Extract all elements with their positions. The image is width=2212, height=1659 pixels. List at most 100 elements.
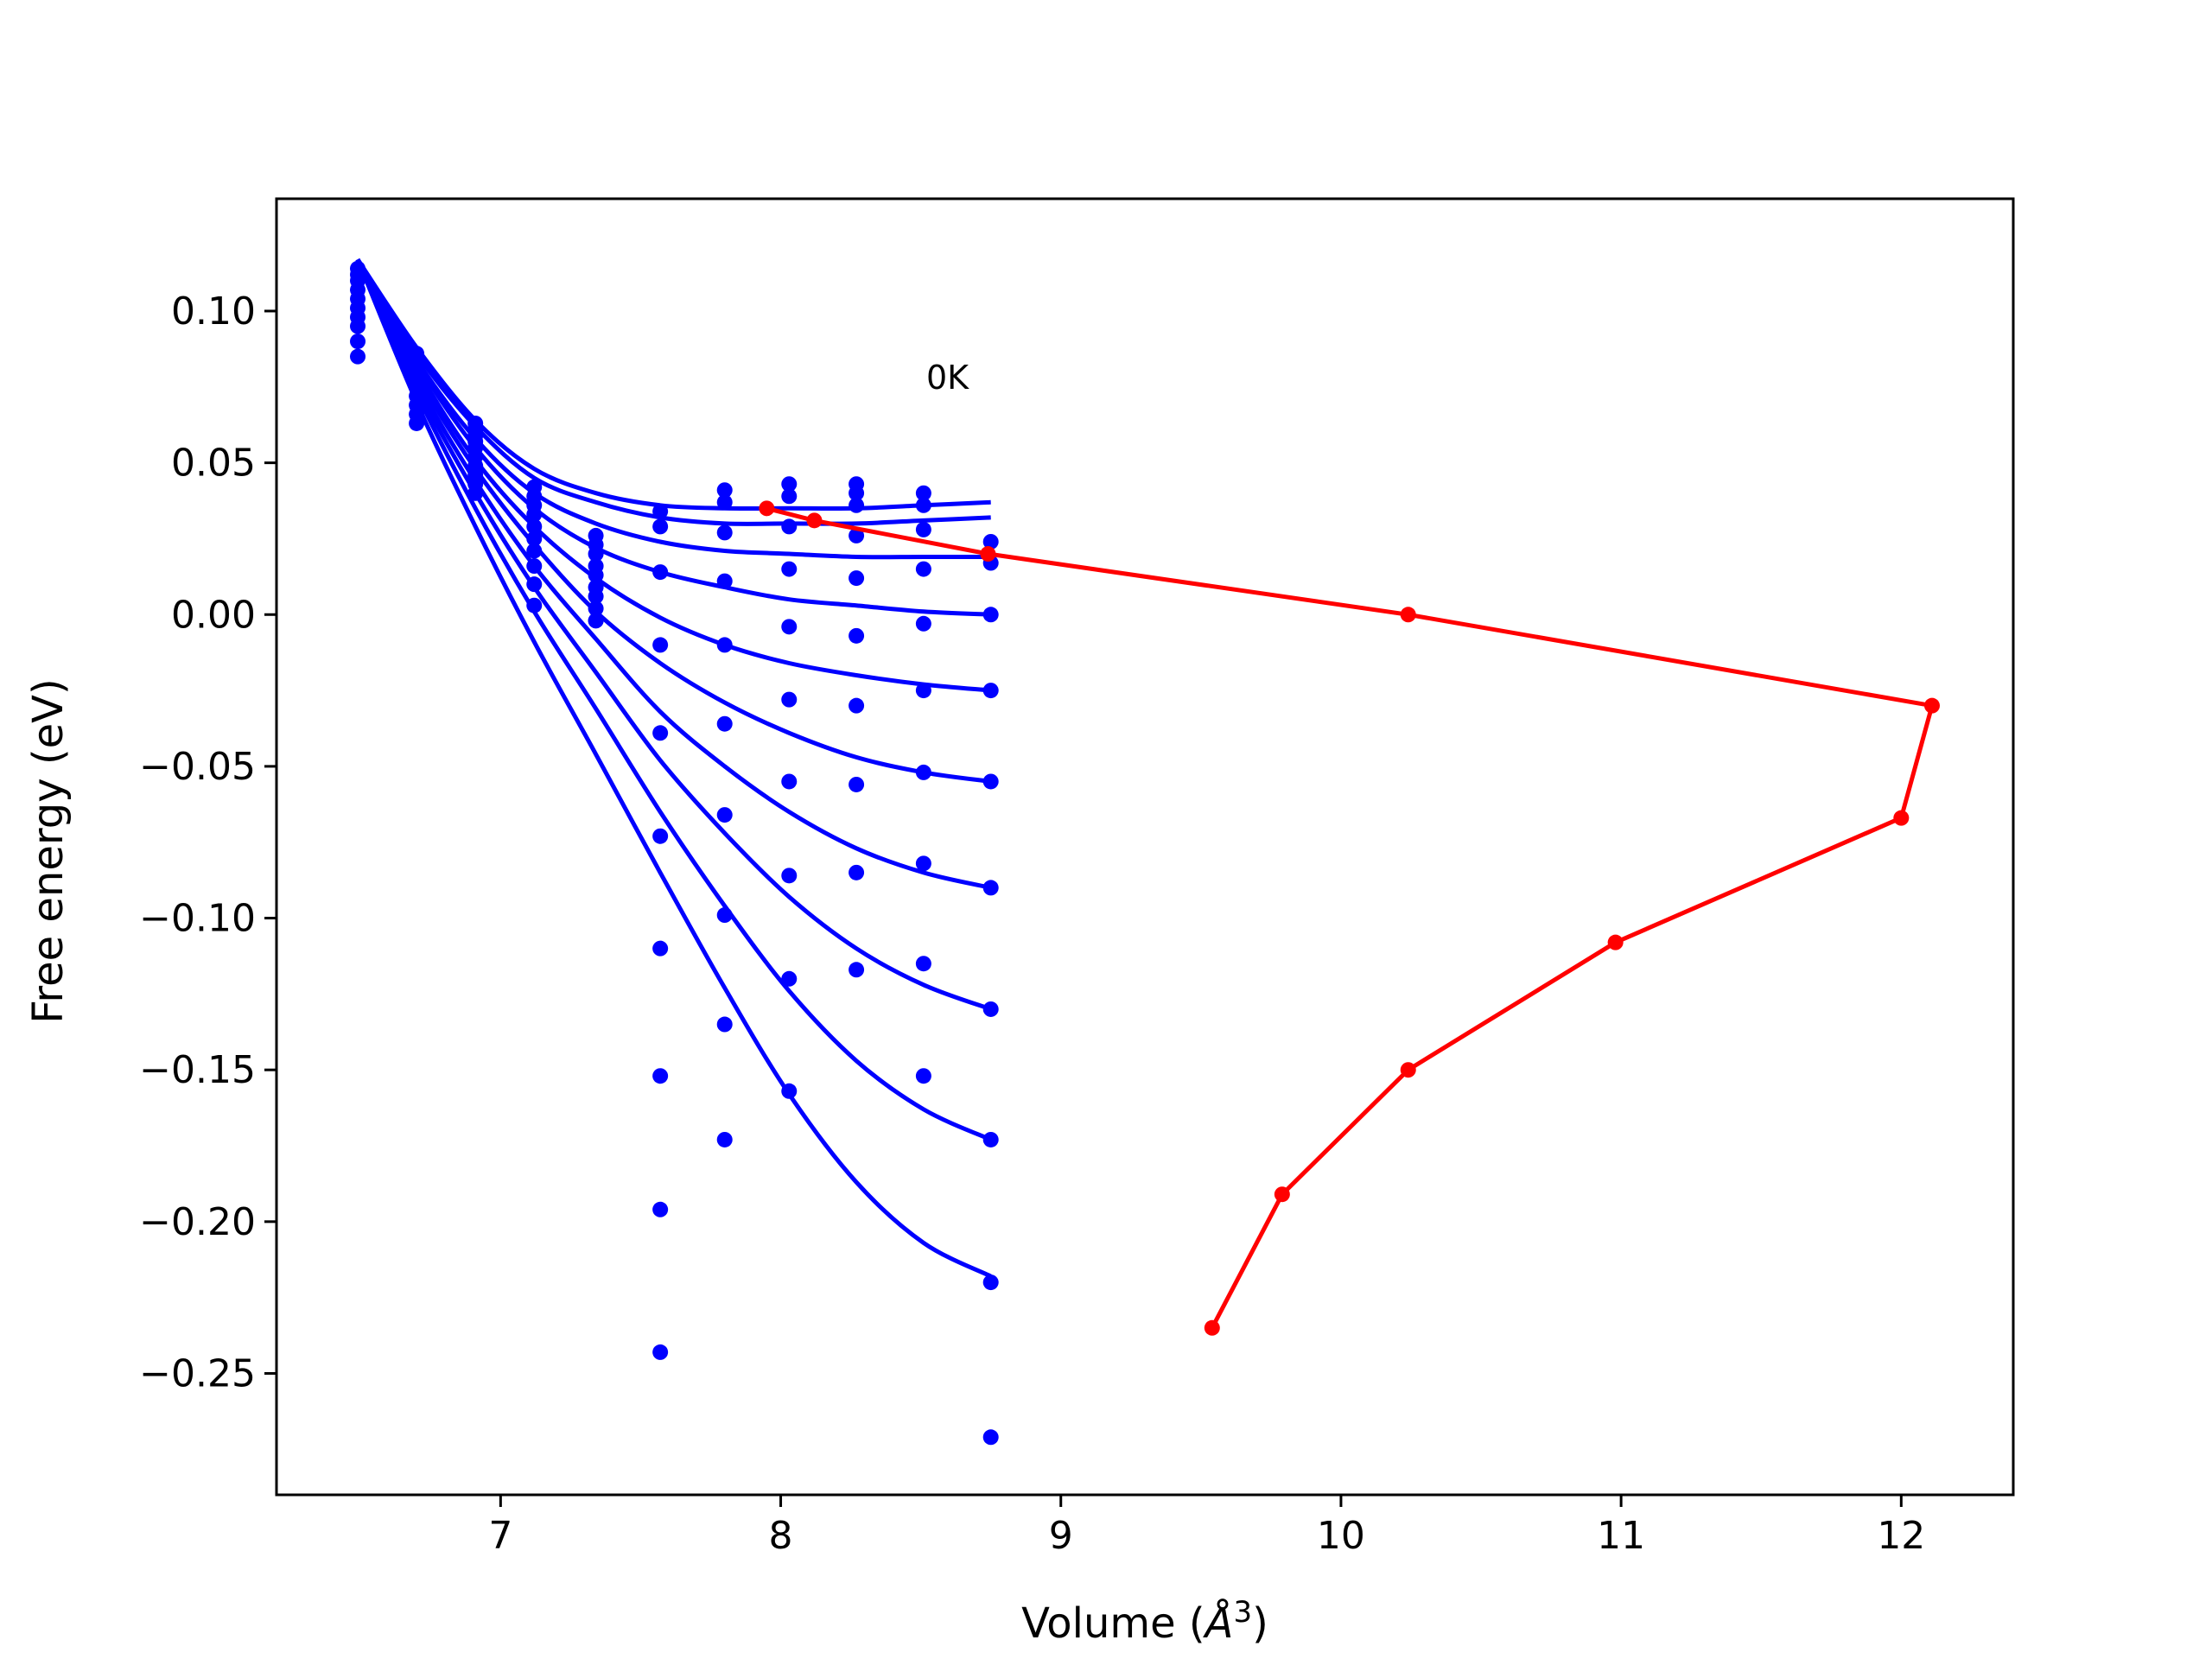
fit-curve-7	[355, 258, 992, 890]
data-point	[652, 1344, 669, 1360]
y-tick-label: −0.10	[139, 897, 256, 941]
data-point	[350, 334, 366, 350]
data-point	[588, 588, 604, 605]
data-point	[915, 561, 931, 577]
data-point	[350, 348, 366, 365]
data-point	[652, 940, 669, 957]
fit-curve-9	[355, 258, 992, 1142]
data-point	[716, 482, 733, 499]
data-point	[982, 533, 999, 550]
data-point	[716, 494, 733, 511]
fit-curve-5	[355, 258, 991, 693]
data-point	[849, 627, 865, 644]
y-axis-label: Free energy (eV)	[24, 678, 73, 1023]
data-point	[982, 1429, 999, 1446]
data-point	[982, 880, 999, 896]
data-point	[652, 637, 669, 653]
data-point	[915, 683, 931, 699]
x-axis-label-unit: Å	[1203, 1599, 1234, 1648]
data-point	[781, 619, 798, 635]
minima-point	[1607, 934, 1624, 950]
data-point	[588, 613, 604, 629]
axes-frame	[275, 197, 2015, 1497]
data-point	[781, 691, 798, 708]
data-point	[982, 683, 999, 699]
x-tick-label: 8	[769, 1514, 793, 1558]
data-point	[467, 485, 484, 501]
minima-point	[806, 512, 823, 529]
data-point	[716, 573, 733, 589]
data-point	[652, 1068, 669, 1084]
y-tick-label: 0.10	[171, 289, 256, 334]
x-axis: 7 8 9 10 11 12	[488, 1495, 1925, 1558]
minima-point	[1923, 697, 1940, 714]
minima-point	[1204, 1319, 1220, 1336]
data-point	[982, 1001, 999, 1017]
data-point	[915, 855, 931, 872]
minima-point	[980, 546, 996, 563]
data-point	[526, 597, 543, 613]
data-point	[652, 725, 669, 741]
minima-point	[1893, 810, 1910, 826]
data-point	[781, 488, 798, 505]
temperature-annotation: 0K	[926, 359, 969, 397]
data-point	[915, 956, 931, 972]
data-point	[409, 415, 425, 431]
data-point	[652, 828, 669, 844]
x-tick-label: 11	[1597, 1514, 1645, 1558]
y-tick-label: −0.20	[139, 1200, 256, 1244]
data-point	[716, 524, 733, 541]
fit-curve-8	[355, 258, 992, 1012]
minima-point	[1400, 1062, 1416, 1078]
x-axis-label-text: Volume (	[1021, 1599, 1205, 1648]
data-point	[781, 476, 798, 493]
fit-curve-1	[355, 257, 991, 512]
minima-point	[759, 500, 775, 517]
fit-curve-2	[355, 257, 991, 526]
data-point	[849, 485, 865, 501]
data-point	[915, 497, 931, 513]
data-point	[781, 868, 798, 884]
data-point	[781, 773, 798, 790]
x-axis-label: Volume (Å3)	[1021, 1595, 1268, 1648]
data-point	[781, 518, 798, 535]
data-point	[982, 607, 999, 623]
data-point	[526, 558, 543, 575]
data-point	[526, 506, 543, 523]
data-point	[652, 503, 669, 519]
data-point	[716, 715, 733, 732]
minima-point	[1400, 607, 1416, 623]
y-tick-label: 0.05	[171, 442, 256, 486]
data-point	[982, 773, 999, 790]
data-point	[588, 546, 604, 563]
data-point	[982, 1131, 999, 1147]
x-tick-label: 7	[488, 1514, 512, 1558]
data-point	[652, 564, 669, 581]
data-point	[915, 1068, 931, 1084]
data-point	[716, 1016, 733, 1033]
data-point	[350, 318, 366, 334]
data-point	[652, 518, 669, 535]
data-point	[652, 1201, 669, 1217]
data-point	[915, 764, 931, 780]
data-point	[716, 1131, 733, 1147]
data-point	[982, 1274, 999, 1291]
data-point	[588, 601, 604, 617]
data-point	[849, 527, 865, 543]
data-point	[915, 615, 931, 632]
fit-curve-10	[355, 258, 992, 1279]
x-axis-label-close: )	[1252, 1599, 1268, 1648]
x-tick-label: 9	[1049, 1514, 1073, 1558]
data-point	[781, 1083, 798, 1099]
data-point	[849, 697, 865, 714]
minima-point	[1274, 1186, 1290, 1203]
y-tick-label: −0.15	[139, 1048, 256, 1092]
x-tick-label: 12	[1877, 1514, 1925, 1558]
minima-line	[766, 505, 1936, 1329]
y-axis: 0.10 0.05 0.00 −0.05 −0.10 −0.15 −0.20 −0.25	[139, 289, 276, 1395]
fit-curve-4	[355, 258, 991, 617]
data-point	[526, 543, 543, 559]
fit-curve-6	[355, 258, 992, 784]
data-point	[849, 497, 865, 513]
data-point	[915, 521, 931, 537]
